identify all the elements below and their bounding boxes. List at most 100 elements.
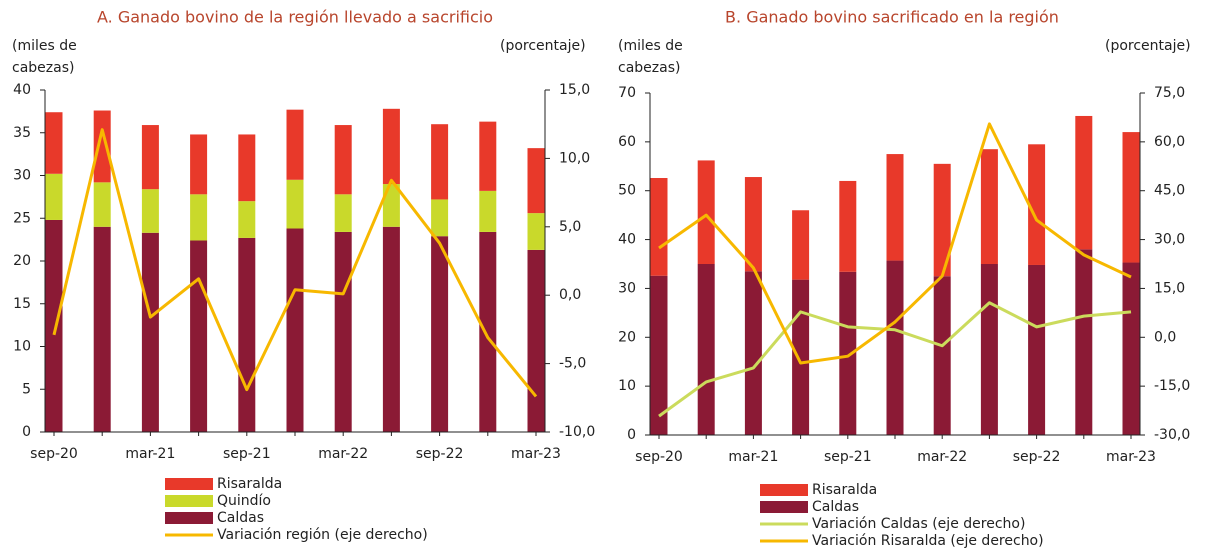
y2-tick-label: 10,0 (559, 150, 590, 166)
y-tick-label: 0 (627, 427, 636, 443)
y-tick-label: 30 (13, 168, 31, 184)
x-tick-label: mar-21 (125, 446, 175, 462)
bar (93, 110, 111, 183)
bar (1075, 115, 1093, 250)
y-tick-label: 70 (618, 85, 636, 101)
bar (886, 260, 904, 435)
legend-swatch (165, 478, 213, 490)
y2-tick-label: 45,0 (1154, 183, 1185, 199)
bar (431, 199, 449, 237)
bar (45, 173, 63, 220)
y2-tick-label: 0,0 (1154, 329, 1176, 345)
bar (382, 184, 400, 227)
legend-label: Variación región (eje derecho) (217, 527, 428, 543)
bar (697, 264, 715, 435)
bar (1028, 144, 1046, 265)
y-axis-label: (miles de cabezas) (12, 38, 77, 76)
bar (93, 226, 111, 432)
y2-tick-label: 0,0 (559, 287, 581, 303)
bar (334, 125, 352, 195)
y2-tick-label: 15,0 (1154, 280, 1185, 296)
y-tick-label: 10 (618, 378, 636, 394)
bar (190, 194, 208, 241)
chart-title: B. Ganado bovino sacrificado en la regió… (725, 8, 1059, 27)
bar (1122, 132, 1140, 263)
bar (1075, 249, 1093, 435)
y-tick-label: 40 (618, 232, 636, 248)
y2-tick-label: 75,0 (1154, 85, 1185, 101)
x-tick-label: sep-21 (223, 446, 271, 462)
y2-tick-label: -5,0 (559, 356, 586, 372)
bar (886, 154, 904, 261)
bar (286, 228, 304, 432)
bar (933, 276, 951, 435)
y-tick-label: 15 (13, 296, 31, 312)
bar (1028, 264, 1046, 435)
legend-swatch (760, 501, 808, 513)
bar (382, 226, 400, 432)
bar (527, 213, 545, 250)
legend-swatch (760, 484, 808, 496)
bar (650, 178, 668, 276)
y-tick-label: 35 (13, 125, 31, 141)
legend-swatch (165, 495, 213, 507)
y-tick-label: 60 (618, 134, 636, 150)
legend-label: Caldas (217, 510, 264, 526)
legend-label: Caldas (812, 499, 859, 515)
y-tick-label: 40 (13, 82, 31, 98)
x-tick-label: sep-22 (416, 446, 464, 462)
line-series (52, 128, 538, 398)
y2-tick-label: 30,0 (1154, 232, 1185, 248)
line-series (658, 301, 1132, 418)
legend-label: Variación Caldas (eje derecho) (812, 516, 1025, 532)
bar (431, 124, 449, 200)
y2-tick-label: -10,0 (559, 424, 595, 440)
x-tick-label: sep-20 (30, 446, 78, 462)
x-tick-label: sep-22 (1013, 449, 1061, 465)
bar (286, 179, 304, 229)
bar (1122, 262, 1140, 435)
y2-tick-label: -15,0 (1154, 378, 1190, 394)
bar (650, 275, 668, 435)
bar (141, 232, 159, 432)
x-tick-label: mar-22 (318, 446, 368, 462)
legend-label: Risaralda (812, 482, 877, 498)
y2-axis-label: (porcentaje) (500, 38, 586, 54)
bar (141, 189, 159, 233)
bar (527, 249, 545, 432)
x-tick-label: mar-21 (728, 449, 778, 465)
bar (45, 112, 63, 174)
y-tick-label: 20 (618, 329, 636, 345)
bar (839, 180, 857, 272)
y2-tick-label: 60,0 (1154, 134, 1185, 150)
bar (744, 177, 762, 272)
y-tick-label: 10 (13, 339, 31, 355)
bar (744, 271, 762, 435)
bar (839, 271, 857, 435)
y2-tick-label: -30,0 (1154, 427, 1190, 443)
bar (933, 163, 951, 277)
x-tick-label: mar-23 (511, 446, 561, 462)
legend-label: Risaralda (217, 476, 282, 492)
bar (334, 231, 352, 432)
y-tick-label: 5 (22, 381, 31, 397)
bar (190, 240, 208, 432)
y-tick-label: 0 (22, 424, 31, 440)
x-tick-label: mar-22 (917, 449, 967, 465)
y-tick-label: 20 (13, 253, 31, 269)
bar (286, 109, 304, 180)
bar (980, 149, 998, 264)
bar (382, 108, 400, 185)
bar (479, 231, 497, 432)
x-tick-label: sep-20 (635, 449, 683, 465)
bar (45, 219, 63, 432)
bar (792, 279, 810, 435)
y2-tick-label: 5,0 (559, 219, 581, 235)
bar (238, 201, 256, 238)
line-series (658, 122, 1132, 365)
bar (238, 237, 256, 432)
bar (431, 236, 449, 432)
bar (527, 148, 545, 214)
